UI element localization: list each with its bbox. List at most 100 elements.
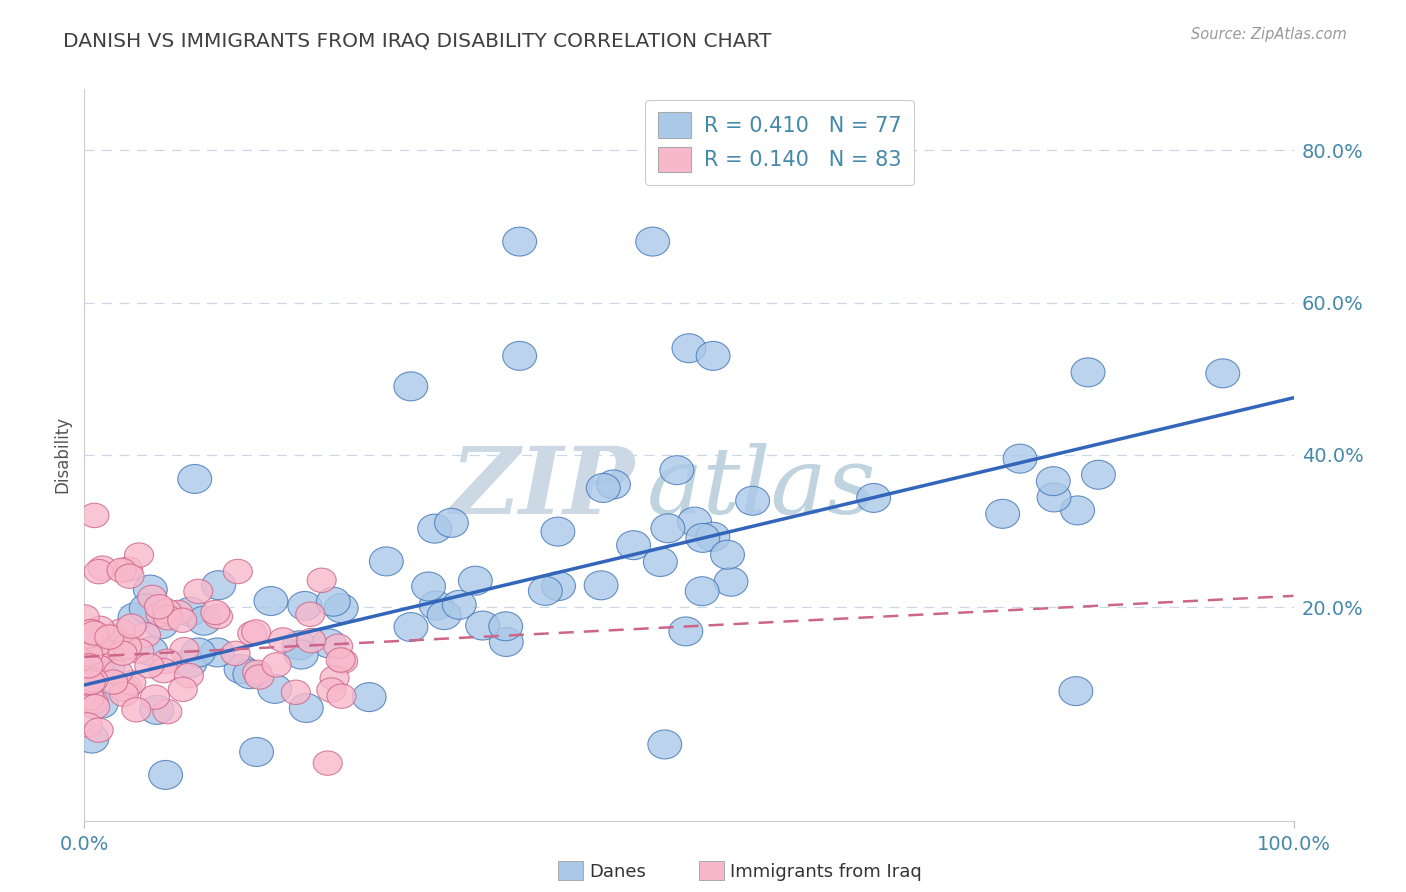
Ellipse shape xyxy=(107,636,136,661)
Ellipse shape xyxy=(283,631,316,660)
Ellipse shape xyxy=(112,634,142,659)
Ellipse shape xyxy=(238,622,267,646)
Ellipse shape xyxy=(224,559,252,583)
Ellipse shape xyxy=(323,634,353,658)
Ellipse shape xyxy=(177,465,212,493)
Ellipse shape xyxy=(145,610,179,639)
Ellipse shape xyxy=(152,599,181,624)
Ellipse shape xyxy=(254,587,288,615)
Ellipse shape xyxy=(153,606,183,630)
Ellipse shape xyxy=(149,658,179,682)
Ellipse shape xyxy=(114,557,142,582)
Ellipse shape xyxy=(644,548,678,576)
Ellipse shape xyxy=(117,671,146,695)
Ellipse shape xyxy=(394,372,427,401)
Ellipse shape xyxy=(107,558,136,582)
Text: ZIP: ZIP xyxy=(450,442,634,533)
Ellipse shape xyxy=(96,635,125,660)
Ellipse shape xyxy=(669,617,703,646)
Y-axis label: Disability: Disability xyxy=(53,417,72,493)
Ellipse shape xyxy=(541,517,575,546)
Ellipse shape xyxy=(233,660,267,689)
Ellipse shape xyxy=(146,602,174,627)
Ellipse shape xyxy=(75,686,104,711)
Ellipse shape xyxy=(169,677,197,701)
Ellipse shape xyxy=(201,600,231,624)
Ellipse shape xyxy=(75,654,103,678)
Text: Source: ZipAtlas.com: Source: ZipAtlas.com xyxy=(1191,27,1347,42)
Ellipse shape xyxy=(84,656,114,680)
Ellipse shape xyxy=(138,585,167,609)
Ellipse shape xyxy=(75,724,108,753)
Ellipse shape xyxy=(76,670,105,695)
Ellipse shape xyxy=(110,677,138,701)
Ellipse shape xyxy=(458,566,492,595)
Ellipse shape xyxy=(596,470,630,499)
Ellipse shape xyxy=(316,678,346,702)
Ellipse shape xyxy=(418,514,451,543)
Ellipse shape xyxy=(84,559,114,583)
Ellipse shape xyxy=(443,591,477,619)
Ellipse shape xyxy=(125,543,153,567)
Ellipse shape xyxy=(585,571,619,599)
Ellipse shape xyxy=(139,696,174,724)
Ellipse shape xyxy=(314,751,342,775)
Ellipse shape xyxy=(434,508,468,537)
Ellipse shape xyxy=(257,674,291,704)
Ellipse shape xyxy=(134,575,167,604)
Ellipse shape xyxy=(70,605,100,629)
Ellipse shape xyxy=(1071,358,1105,387)
Ellipse shape xyxy=(132,623,160,647)
Ellipse shape xyxy=(79,690,108,714)
Ellipse shape xyxy=(503,342,537,370)
Ellipse shape xyxy=(394,613,427,641)
Ellipse shape xyxy=(107,619,135,643)
Text: DANISH VS IMMIGRANTS FROM IRAQ DISABILITY CORRELATION CHART: DANISH VS IMMIGRANTS FROM IRAQ DISABILIT… xyxy=(63,31,772,50)
Ellipse shape xyxy=(77,630,105,655)
Text: atlas: atlas xyxy=(647,442,876,533)
Ellipse shape xyxy=(84,690,118,718)
Ellipse shape xyxy=(651,514,685,542)
Text: Danes: Danes xyxy=(589,863,645,881)
Ellipse shape xyxy=(427,600,461,630)
Ellipse shape xyxy=(353,682,387,712)
Ellipse shape xyxy=(170,638,200,662)
Ellipse shape xyxy=(149,761,183,789)
Ellipse shape xyxy=(112,675,142,699)
Ellipse shape xyxy=(98,670,128,694)
Ellipse shape xyxy=(187,607,221,635)
Ellipse shape xyxy=(243,660,271,684)
Ellipse shape xyxy=(412,572,446,601)
Ellipse shape xyxy=(181,638,215,667)
Ellipse shape xyxy=(94,625,124,649)
Ellipse shape xyxy=(312,629,346,658)
Ellipse shape xyxy=(288,591,322,621)
Ellipse shape xyxy=(242,620,270,644)
Ellipse shape xyxy=(316,587,350,616)
Ellipse shape xyxy=(75,624,103,648)
Ellipse shape xyxy=(79,668,108,692)
Ellipse shape xyxy=(100,624,128,648)
Ellipse shape xyxy=(672,334,706,363)
Ellipse shape xyxy=(245,665,274,690)
Ellipse shape xyxy=(80,695,110,719)
Ellipse shape xyxy=(1081,460,1115,489)
Ellipse shape xyxy=(135,654,163,678)
Ellipse shape xyxy=(659,456,693,484)
Ellipse shape xyxy=(419,591,453,620)
Ellipse shape xyxy=(696,342,730,370)
Ellipse shape xyxy=(76,619,105,644)
Ellipse shape xyxy=(686,524,720,552)
Ellipse shape xyxy=(465,611,499,640)
Ellipse shape xyxy=(617,531,651,559)
Ellipse shape xyxy=(70,671,98,695)
Ellipse shape xyxy=(648,730,682,759)
Ellipse shape xyxy=(200,638,235,667)
Ellipse shape xyxy=(710,541,744,569)
Ellipse shape xyxy=(326,648,356,673)
Ellipse shape xyxy=(856,483,890,512)
Ellipse shape xyxy=(262,653,291,677)
Ellipse shape xyxy=(84,631,114,655)
Ellipse shape xyxy=(489,627,523,657)
Ellipse shape xyxy=(184,579,212,604)
